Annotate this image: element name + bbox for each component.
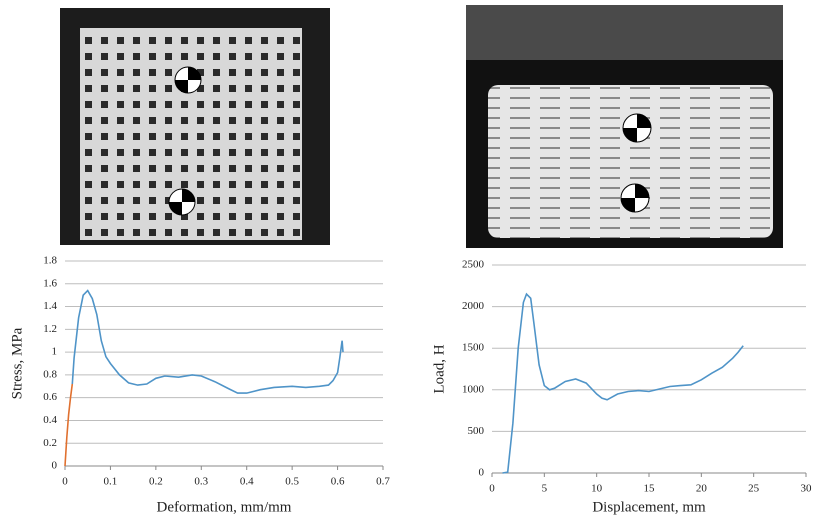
x-tick-label: 10 — [591, 483, 603, 495]
data-line — [65, 384, 72, 466]
x-axis-label: Deformation, mm/mm — [157, 499, 292, 515]
x-tick-label: 0 — [489, 483, 495, 495]
x-tick-label: 0.4 — [240, 476, 254, 488]
figure: 0 0.2 0.4 0.6 0.8 1 1.2 1.4 1.6 1.8 0 0.1 0.2 0.3 0.4 0… — [0, 0, 816, 522]
y-tick-label: 0.2 — [43, 437, 57, 449]
x-tick-label: 5 — [542, 483, 548, 495]
x-tick-label: 25 — [748, 483, 760, 495]
photo-right — [466, 5, 783, 248]
data-line — [503, 294, 744, 473]
x-tick-label: 15 — [644, 483, 656, 495]
x-tick-label: 0.3 — [194, 476, 208, 488]
y-tick-label: 2000 — [462, 300, 485, 312]
x-tick-label: 0.7 — [376, 476, 390, 488]
x-tick-label: 0.5 — [285, 476, 299, 488]
y-axis-label: Stress, MPa — [9, 327, 25, 399]
x-tick-label: 30 — [801, 483, 813, 495]
y-tick-label: 1.2 — [43, 323, 57, 335]
y-tick-label: 1000 — [462, 383, 485, 395]
y-tick-label: 0 — [52, 460, 58, 472]
y-tick-label: 0.8 — [43, 368, 57, 380]
y-tick-label: 0 — [479, 467, 485, 479]
photo-left — [60, 8, 330, 245]
y-tick-label: 1500 — [462, 342, 485, 354]
y-tick-label: 500 — [468, 425, 485, 437]
x-tick-label: 0.6 — [331, 476, 345, 488]
y-tick-label: 0.6 — [43, 391, 57, 403]
y-tick-label: 1.8 — [43, 255, 57, 267]
y-tick-label: 2500 — [462, 259, 485, 271]
x-axis-label: Displacement, mm — [592, 499, 706, 515]
x-tick-label: 20 — [696, 483, 708, 495]
x-tick-label: 0 — [62, 476, 68, 488]
data-line — [72, 291, 343, 394]
y-axis-label: Load, H — [431, 344, 447, 393]
y-tick-label: 1.6 — [43, 277, 57, 289]
x-tick-label: 0.1 — [104, 476, 118, 488]
x-tick-label: 0.2 — [149, 476, 163, 488]
y-tick-label: 1 — [52, 346, 58, 358]
y-tick-label: 1.4 — [43, 300, 57, 312]
y-tick-label: 0.4 — [43, 414, 57, 426]
